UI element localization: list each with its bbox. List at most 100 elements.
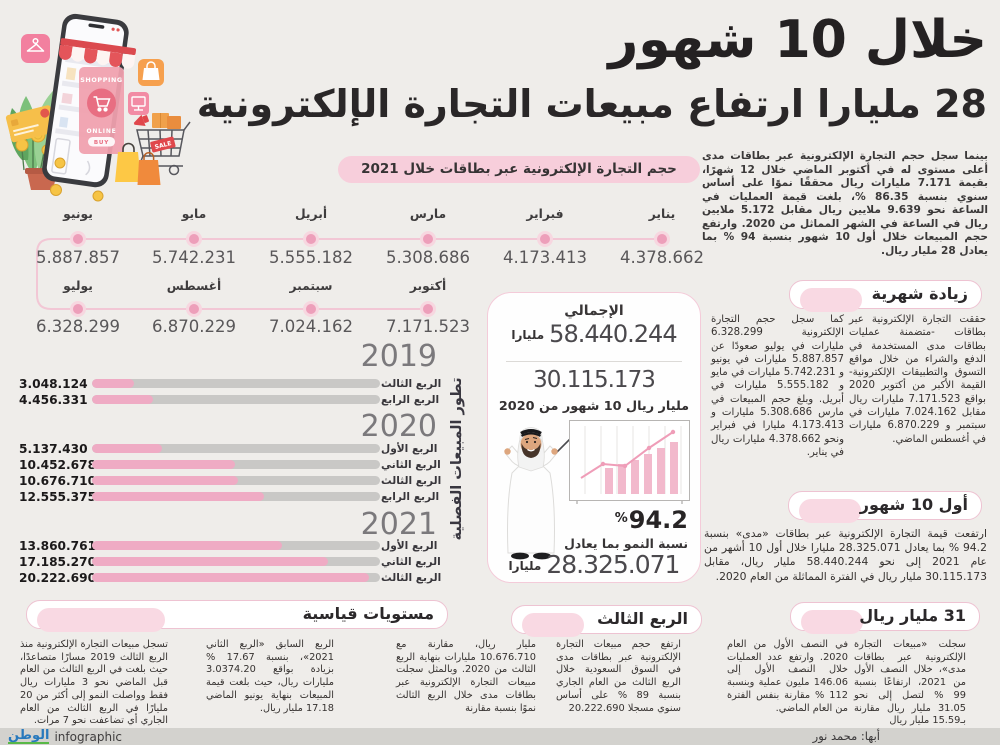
bar-chart-title: تطور المبيعات الفصلية — [449, 377, 465, 541]
monitor-icon — [128, 92, 149, 115]
bar-fill — [92, 444, 163, 453]
section-title: الربع الثالث — [597, 609, 688, 628]
bar-fill — [92, 492, 265, 501]
bar-track — [92, 379, 380, 388]
bar-label: الربع الثاني — [381, 556, 441, 568]
section-header-first10: أول 10 شهور — [788, 491, 982, 523]
growth-amount: 28.325.071 — [546, 550, 680, 579]
footer-brand: الوطن infographic — [8, 728, 122, 745]
timeline-value: 5.742.231 — [152, 248, 236, 267]
bar-value: 4.456.331 — [19, 393, 88, 407]
bar-value: 13.860.761 — [19, 539, 97, 553]
timeline-value: 5.555.182 — [269, 248, 353, 267]
growth-amount-row: مليارا 28.325.071 — [488, 552, 700, 577]
prev-label: مليار ريال 10 شهور من 2020 — [498, 399, 690, 414]
bar-value: 10.676.710 — [19, 474, 97, 488]
header-badge — [37, 608, 165, 632]
buy-label: BUY — [94, 140, 109, 146]
bar-fill — [92, 460, 236, 469]
timeline-dot — [70, 301, 86, 317]
timeline-month: مارس — [409, 207, 447, 221]
bar-fill — [92, 379, 134, 388]
growth-mini-chart — [569, 420, 690, 504]
page-subtitle: 28 مليارا ارتفاع مبيعات التجارة الإلكترو… — [196, 82, 988, 126]
timeline-path — [36, 238, 662, 310]
monthly-col-right: حققت التجارة الإلكترونية عبر بطاقات -متض… — [849, 314, 986, 445]
bar-track — [92, 395, 380, 404]
growth-value: 94.2 — [628, 506, 688, 534]
bar-value: 10.452.678 — [19, 458, 97, 472]
bar-fill — [92, 395, 154, 404]
section-title: مستويات قياسية — [302, 604, 434, 623]
shopping-illustration: SHOPPING ONLINE BUY — [5, 13, 191, 202]
timeline-value: 7.171.523 — [386, 317, 470, 336]
bar-track — [92, 573, 380, 582]
prev-value: 30.115.173 — [533, 367, 656, 393]
total-unit: مليارا — [511, 328, 545, 342]
byline: أبها: محمد نور — [812, 729, 880, 743]
monthly-col-left: كما سجل حجم التجارة الإلكترونية 6.328.29… — [711, 314, 844, 458]
bar-track — [92, 557, 380, 566]
section-header-q3: الربع الثالث — [511, 605, 702, 637]
credit-card — [5, 105, 57, 143]
bar-label: الربع الثالث — [381, 572, 442, 584]
timeline-dot — [537, 231, 553, 247]
total-label: الإجمالي — [564, 303, 624, 319]
section-header-record: مستويات قياسية — [26, 600, 448, 632]
timeline-dot — [70, 231, 86, 247]
page-title: خلال 10 شهور — [608, 10, 988, 70]
growth-percent: % 94.2 — [615, 508, 688, 532]
q3-col-3: الربع السابق «الربع الثاني 2021»، بنسبة … — [206, 639, 334, 714]
intro-paragraph: بينما سجل حجم التجارة الإلكترونية عبر بط… — [702, 150, 988, 257]
timeline-month: مايو — [181, 207, 207, 221]
section-title: 31 مليار ريال — [859, 606, 966, 625]
header-badge — [800, 288, 862, 312]
timeline-month: أكتوبر — [409, 279, 447, 293]
timeline-value: 6.870.229 — [152, 317, 236, 336]
bar-fill — [92, 476, 239, 485]
timeline-value: 6.328.299 — [36, 317, 120, 336]
percent-sign: % — [614, 511, 628, 526]
timeline-month: يناير — [648, 207, 676, 221]
bar-track — [92, 476, 380, 485]
timeline-dot — [420, 231, 436, 247]
timeline-dot — [303, 301, 319, 317]
total-value: 58.440.244 — [549, 320, 677, 348]
totals-card: الإجمالي مليارا 58.440.244 30.115.173 مل… — [487, 292, 701, 583]
shopping-label: SHOPPING — [80, 76, 123, 84]
timeline-value: 4.173.413 — [503, 248, 587, 267]
timeline-month: أبريل — [294, 207, 328, 221]
year-2020: 2020 — [360, 409, 437, 444]
hanger-icon — [21, 34, 50, 63]
timeline-value: 5.887.857 — [36, 248, 120, 267]
shopping-bag-icon — [138, 59, 164, 86]
billion31-col-right: سجلت «مبيعات التجارة الإلكترونية عبر بطا… — [854, 639, 966, 727]
coins — [50, 157, 104, 202]
header-badge — [801, 610, 863, 634]
timeline-dot — [303, 231, 319, 247]
infographic-label: infographic — [54, 729, 123, 744]
year-2021: 2021 — [360, 507, 437, 542]
timeline-dot — [654, 231, 670, 247]
sale-label: SALE — [154, 140, 172, 151]
bar-value: 3.048.124 — [19, 377, 88, 391]
total-row: مليارا 58.440.244 — [488, 322, 700, 346]
q3-col-1: ارتفع حجم مبيعات التجارة الإلكترونية عبر… — [556, 639, 681, 714]
timeline-month: أغسطس — [166, 279, 222, 293]
bar-value: 12.555.375 — [19, 490, 97, 504]
timeline-value: 4.378.662 — [620, 248, 704, 267]
bar-label: الربع الثالث — [381, 378, 442, 390]
record-text: تسجل مبيعات التجارة الإلكترونية منذ الرب… — [20, 639, 168, 727]
awning — [58, 38, 137, 69]
timeline-month: يوليو — [63, 279, 93, 293]
bar-label: الربع الأول — [381, 443, 438, 455]
bar-track — [92, 444, 380, 453]
card-divider — [506, 361, 682, 362]
bar-label: الربع الثاني — [381, 459, 441, 471]
timeline-month: يونيو — [63, 207, 93, 221]
billion31-col-left: في النصف الأول من العام 2020. وارتفع عدد… — [727, 639, 848, 714]
timeline-value: 5.308.686 — [386, 248, 470, 267]
first10-text: ارتفعت قيمة التجارة الإلكترونية عبر بطاق… — [704, 527, 987, 583]
growth-unit: مليارا — [508, 559, 542, 573]
bar-value: 17.185.270 — [19, 555, 97, 569]
